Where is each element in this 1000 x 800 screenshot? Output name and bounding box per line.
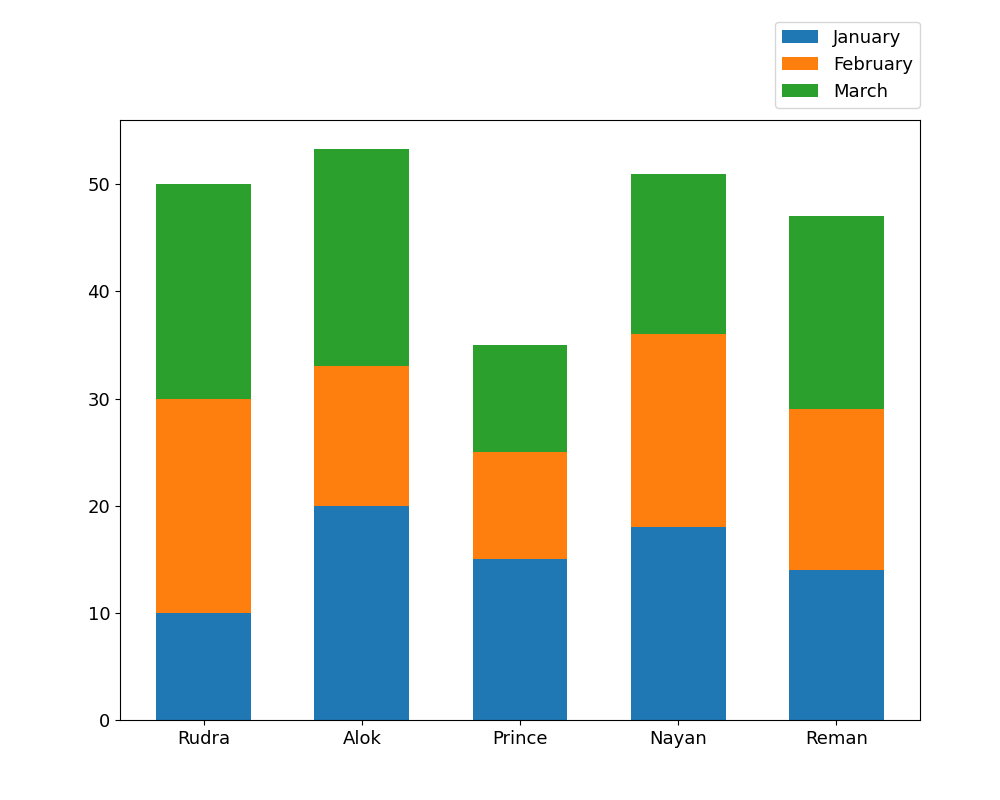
Bar (789, 217, 884, 410)
Bar (314, 366, 409, 506)
Bar (314, 149, 409, 366)
Bar (473, 559, 567, 720)
Bar (156, 184, 251, 398)
Bar (156, 398, 251, 613)
Bar (789, 570, 884, 720)
Bar (631, 334, 726, 527)
Bar (789, 410, 884, 570)
Bar (156, 613, 251, 720)
Bar (314, 506, 409, 720)
Bar (631, 174, 726, 334)
Bar (631, 527, 726, 720)
Bar (473, 452, 567, 559)
Bar (473, 345, 567, 452)
Legend: January, February, March: January, February, March (775, 22, 920, 108)
